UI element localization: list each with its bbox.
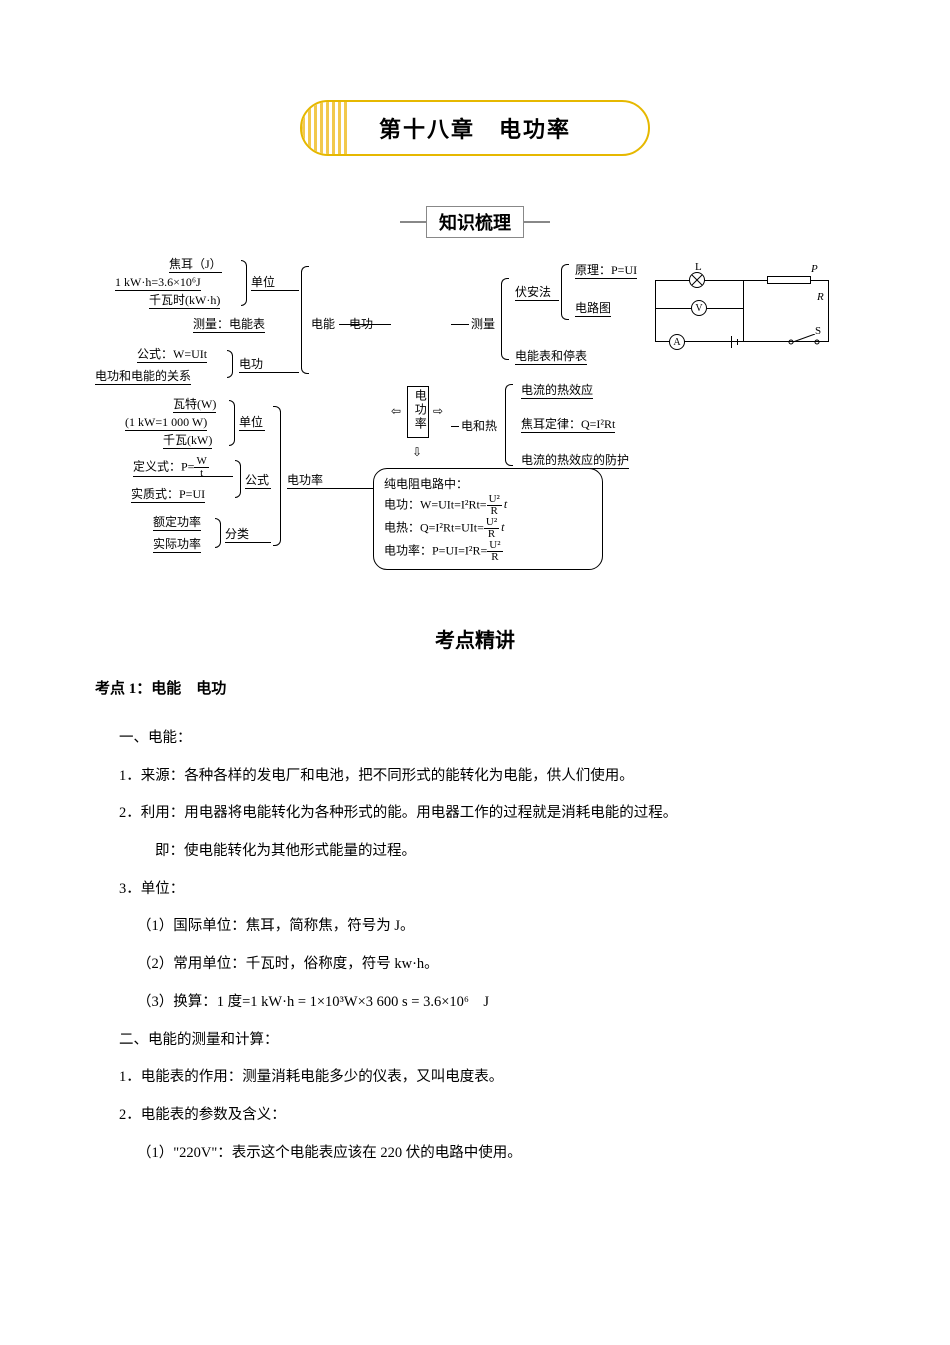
heading-kaodian: 考点精讲	[95, 624, 855, 653]
center-node: 电功率	[407, 386, 429, 438]
node-kw: 千瓦(kW)	[163, 432, 212, 449]
fb-line1: 电功：W=UIt=I²Rt=U²Rt	[384, 494, 592, 517]
node-actual: 实际功率	[153, 536, 201, 553]
fb2s: t	[501, 520, 504, 534]
chapter-title-text: 第十八章 电功率	[379, 112, 571, 144]
node-unit: 单位	[251, 274, 275, 290]
node-kwh-conv: 1 kW·h=3.6×10⁶J	[115, 274, 201, 291]
fb-title: 纯电阻电路中：	[384, 475, 592, 494]
node-classify: 分类	[225, 526, 249, 542]
arrow-left-icon: ⇦	[391, 403, 401, 419]
sec1-title: 一、电能：	[119, 720, 855, 758]
circuit-P: P	[811, 262, 818, 277]
node-rated: 额定功率	[153, 514, 201, 531]
fb1n: U²	[487, 494, 502, 506]
node-kwh: 千瓦时(kW·h)	[149, 292, 220, 309]
center-node-text: 电功率	[412, 389, 428, 431]
fb3n: U²	[487, 540, 502, 552]
fb2n: U²	[484, 517, 499, 529]
node-heat-protect: 电流的热效应的防护	[521, 452, 629, 469]
fb3a: 电功率：P=UI=I²R=	[384, 543, 487, 557]
node-meter-stop: 电能表和停表	[515, 348, 587, 365]
fb-line2: 电热：Q=I²Rt=UIt=U²Rt	[384, 517, 592, 540]
p3a: （1）国际单位：焦耳，简称焦，符号为 J。	[119, 908, 855, 946]
p5: 2．电能表的参数及含义：	[119, 1097, 855, 1135]
circuit-R: R	[817, 290, 824, 305]
circuit-L: L	[695, 260, 702, 275]
node-essence: 实质式：P=UI	[131, 486, 205, 503]
node-relation: 电功和电能的关系	[95, 368, 191, 385]
p3: 3．单位：	[119, 871, 855, 909]
fb2a: 电热：Q=I²Rt=UIt=	[384, 520, 484, 534]
label-bar-left	[400, 221, 426, 223]
node-power-label: 电功率	[287, 472, 323, 488]
def-formula-text: 定义式：P=	[133, 459, 194, 473]
node-measure: 测量	[471, 316, 495, 332]
node-watt: 瓦特(W)	[173, 396, 216, 413]
frac-den: t	[200, 468, 203, 479]
circuit-A: A	[669, 334, 685, 350]
formula-box: 纯电阻电路中： 电功：W=UIt=I²Rt=U²Rt 电热：Q=I²Rt=UIt…	[373, 468, 603, 570]
node-formula-label: 公式	[245, 472, 269, 488]
concept-map: 电功率 ⇦ ⇨ ⇩ 电能 电功 焦耳（J） 1 kW·h=3.6×10⁶J 千瓦…	[95, 256, 855, 606]
p4: 1．电能表的作用：测量消耗电能多少的仪表，又叫电度表。	[119, 1059, 855, 1097]
circuit-V: V	[691, 300, 707, 316]
p2: 2．利用：用电器将电能转化为各种形式的能。用电器工作的过程就是消耗电能的过程。	[119, 795, 855, 833]
fb3d: R	[491, 552, 498, 563]
node-measure-energy: 测量：电能表	[193, 316, 265, 333]
p5a: （1）"220V"：表示这个电能表应该在 220 伏的电路中使用。	[119, 1135, 855, 1173]
fb1d: R	[491, 506, 498, 517]
arrow-right-icon: ⇨	[433, 403, 443, 419]
circuit-diagram: L P R V A S	[647, 268, 837, 350]
heading-kd1: 考点 1：电能 电功	[95, 677, 855, 698]
arrow-down-icon: ⇩	[412, 444, 422, 460]
p3b: （2）常用单位：千瓦时，俗称度，符号 kw·h。	[119, 946, 855, 984]
node-unit2: 单位	[239, 414, 263, 430]
node-formula-W: 公式：W=UIt	[137, 346, 207, 363]
section-label: 知识梳理	[426, 206, 524, 238]
node-jiaoer: 焦耳（J）	[169, 256, 222, 273]
chapter-title-badge: 第十八章 电功率	[300, 100, 650, 156]
section-label-wrap: 知识梳理	[95, 206, 855, 238]
p3c: （3）换算：1 度=1 kW·h = 1×10³W×3 600 s = 3.6×…	[119, 984, 855, 1022]
fb-line3: 电功率：P=UI=I²R=U²R	[384, 540, 592, 563]
node-heat-label: 电和热	[461, 418, 497, 434]
node-circuit-label: 电路图	[575, 300, 611, 317]
node-va-method: 伏安法	[515, 284, 551, 300]
p1: 1．来源：各种各样的发电厂和电池，把不同形式的能转化为电能，供人们使用。	[119, 758, 855, 796]
p2b: 即：使电能转化为其他形式能量的过程。	[119, 833, 855, 871]
label-dianneng: 电能	[311, 316, 335, 332]
fb1s: t	[504, 497, 507, 511]
fb1a: 电功：W=UIt=I²Rt=	[384, 497, 487, 511]
label-bar-right	[524, 221, 550, 223]
body-content: 一、电能： 1．来源：各种各样的发电厂和电池，把不同形式的能转化为电能，供人们使…	[95, 720, 855, 1172]
node-kw-conv: (1 kW=1 000 W)	[125, 414, 207, 431]
fb2d: R	[488, 529, 495, 540]
node-diangong: 电功	[239, 356, 263, 372]
node-principle: 原理：P=UI	[575, 262, 637, 279]
node-heat-effect: 电流的热效应	[521, 382, 593, 399]
sec2-title: 二、电能的测量和计算：	[119, 1022, 855, 1060]
node-joule-law: 焦耳定律：Q=I²Rt	[521, 416, 615, 433]
